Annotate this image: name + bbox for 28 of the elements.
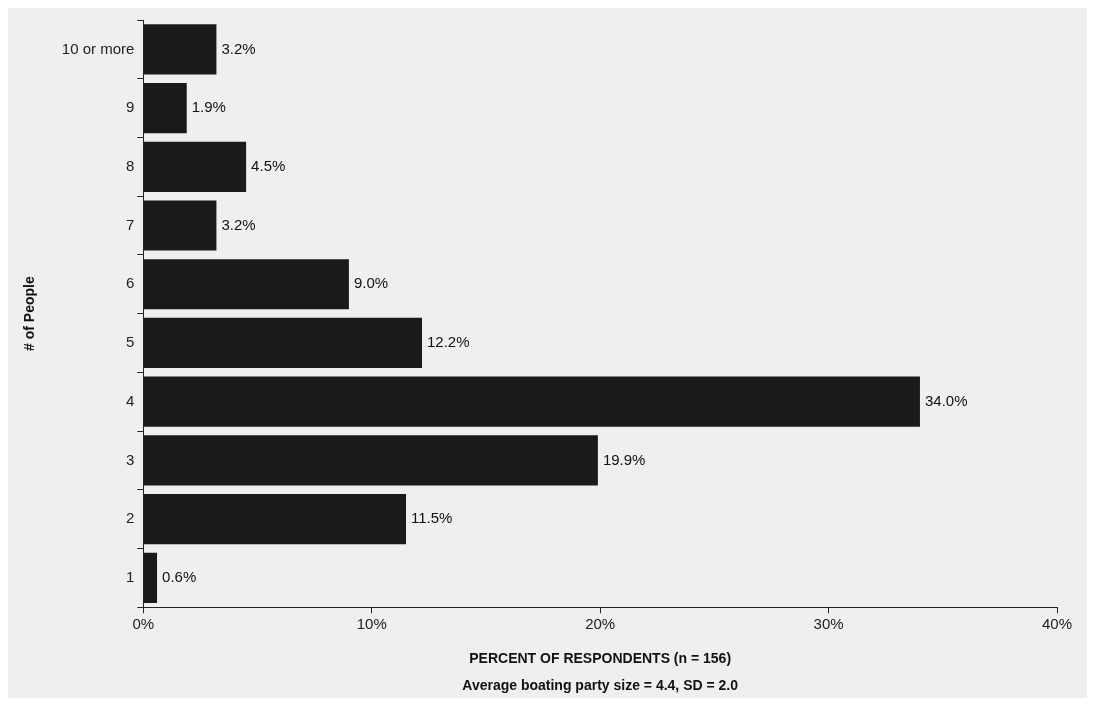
data-label: 3.2% — [221, 39, 256, 57]
y-tick-label: 7 — [125, 215, 135, 233]
y-tick-label: 6 — [125, 274, 135, 292]
data-label: 19.9% — [602, 450, 646, 468]
x-tick-label: 20% — [585, 615, 616, 633]
x-tick-label: 40% — [1041, 615, 1073, 633]
y-tick-label: 10 or more — [61, 39, 135, 57]
data-label: 9.0% — [353, 274, 389, 292]
x-tick-label: 30% — [813, 615, 844, 633]
y-tick-label: 1 — [125, 567, 135, 585]
y-tick-label: 9 — [125, 98, 135, 116]
y-axis-title: # of People — [21, 276, 38, 351]
x-tick-label: 10% — [356, 615, 387, 633]
data-label: 1.9% — [191, 98, 226, 116]
data-label: 4.5% — [251, 156, 286, 174]
text: Average boating party size = 4.4, SD = 2.0 — [462, 676, 739, 693]
x-axis-title: PERCENT OF RESPONDENTS (n = 156) — [469, 650, 732, 667]
data-label: 0.6% — [162, 567, 197, 585]
y-tick-label: 3 — [125, 450, 135, 468]
x-tick-label: 0% — [132, 615, 155, 633]
y-tick-label: 2 — [125, 509, 135, 527]
y-tick-label: 5 — [125, 333, 135, 351]
data-label: 12.2% — [427, 333, 470, 351]
data-label: 11.5% — [411, 509, 453, 527]
data-label: 34.0% — [924, 391, 968, 409]
data-label: 3.2% — [221, 215, 256, 233]
y-tick-label: 4 — [125, 391, 135, 409]
y-tick-label: 8 — [125, 156, 135, 174]
